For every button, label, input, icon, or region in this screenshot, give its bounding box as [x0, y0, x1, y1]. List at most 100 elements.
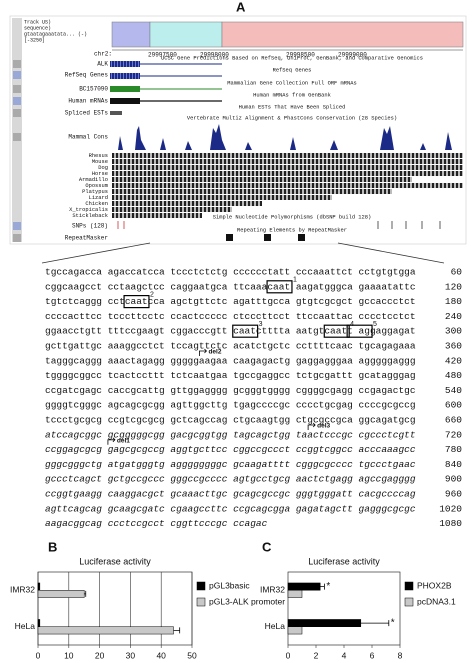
panel-label: B	[48, 539, 57, 554]
caat-box	[266, 280, 293, 294]
species-alignment	[112, 213, 202, 218]
track-handle	[13, 234, 21, 242]
sequence-line: atccagcggc gcgggggcgg gacgcggtgg tagcagc…	[45, 429, 416, 440]
chart-title: Luciferase activity	[308, 556, 380, 566]
track-description: Mammalian Gene Collection Full ORF mRNAs	[227, 80, 356, 86]
species-name: Lizard	[89, 195, 108, 201]
track-name: RefSeq Genes	[65, 72, 109, 79]
sequence-line: gcttgattgc aaaggcctct tccagttctc acatctg…	[45, 341, 416, 352]
track-name: Human mRNAs	[68, 98, 108, 105]
sequence-position: 960	[445, 489, 462, 500]
bar	[37, 582, 41, 591]
track-description: Vertebrate Multiz Alignment & PhastCons …	[187, 115, 397, 121]
sequence-position: 360	[445, 341, 462, 352]
sequence-position: 840	[445, 459, 462, 470]
bar	[37, 590, 85, 598]
species-alignment	[112, 201, 262, 206]
sequence-line: ccggagcgcg gagcgcgccg aggtgcttcc cggccgc…	[45, 444, 416, 455]
sequence-position: 120	[445, 281, 462, 292]
browser-header-text: [-3250]	[24, 37, 45, 43]
y-tick-label: IMR32	[10, 585, 35, 595]
track-handle	[13, 97, 21, 105]
x-tick-label: 20	[95, 650, 105, 660]
legend-label: PHOX2B	[417, 580, 452, 590]
species-name: Platypus	[82, 189, 108, 195]
track-handle	[13, 85, 21, 93]
track-handle	[13, 133, 21, 141]
legend-swatch	[196, 581, 206, 591]
species-alignment	[112, 207, 232, 212]
deletion-label: del3	[317, 423, 330, 430]
sequence-line: tgccagacca agaccatcca tccctctctg cccccct…	[45, 267, 416, 278]
bar	[287, 582, 321, 591]
sequence-position: 1080	[439, 518, 462, 529]
legend-label: pGL3-ALK promoter	[209, 596, 285, 606]
chromosome-label: chr2:	[94, 51, 112, 58]
error-bar	[173, 627, 181, 634]
deletion-arrow	[199, 348, 208, 356]
chart-title: Luciferase activity	[79, 556, 151, 566]
x-tick-label: 0	[286, 650, 291, 660]
sequence-position: 900	[445, 474, 462, 485]
track-name: Mammal Cons	[68, 134, 108, 141]
track-name: SNPs (128)	[72, 223, 108, 230]
species-name: Dog	[98, 165, 108, 171]
mrna-exon	[110, 98, 140, 104]
sequence-position: 240	[445, 311, 462, 322]
browser-header-text: Track US)	[24, 19, 51, 25]
plot-frame	[37, 571, 193, 646]
bar	[287, 590, 303, 598]
browser-header-text: sequence)	[24, 25, 51, 31]
legend-swatch	[196, 597, 206, 607]
deletion-label: del2	[208, 349, 221, 356]
position-label: 29997500	[148, 52, 177, 59]
sequence-position: 1020	[439, 503, 462, 514]
significance-mark: *	[326, 581, 330, 592]
track-name: RepeatMasker	[65, 235, 109, 242]
x-tick-label: 6	[370, 650, 375, 660]
caat-box	[323, 324, 350, 338]
sequence-line: gccctcagct gctgccgccc gggccgcccc agtgcct…	[45, 474, 416, 485]
ideogram-region	[221, 21, 464, 48]
track-description: Human mRNAs from GenBank	[253, 92, 331, 98]
x-tick-label: 30	[126, 650, 136, 660]
sequence-position: 300	[445, 326, 462, 337]
track-handle	[13, 60, 21, 68]
species-alignment	[112, 195, 332, 200]
bar	[37, 626, 174, 635]
error-bar	[360, 620, 390, 627]
deletion-arrow	[107, 437, 116, 445]
sequence-position: 780	[445, 444, 462, 455]
position-label: 29999000	[338, 52, 367, 59]
sequence-line: tccctgcgcg ccgtcgcgcg gctcagccag ctgcaag…	[45, 415, 416, 426]
species-alignment	[112, 153, 463, 158]
sequence-position: 660	[445, 415, 462, 426]
sequence-position: 540	[445, 385, 462, 396]
ideogram-region	[111, 21, 151, 48]
species-alignment	[112, 171, 463, 176]
species-name: Opossum	[85, 183, 108, 189]
sequence-position: 600	[445, 400, 462, 411]
species-alignment	[112, 189, 392, 194]
x-tick-label: 4	[342, 650, 347, 660]
legend-swatch	[404, 581, 414, 591]
error-bar	[84, 590, 87, 597]
sequence-position: 420	[445, 355, 462, 366]
sequence-line: gggcgggctg atgatgggtg aggggggggc gcaagat…	[45, 459, 416, 470]
error-bar	[320, 583, 325, 590]
deletion-label: del1	[117, 438, 130, 445]
sequence-line: tagggcaggg aaactagagg gggggaagaa caagaga…	[45, 355, 416, 366]
panel-label: A	[236, 0, 246, 14]
species-name: Chicken	[85, 201, 108, 207]
species-alignment	[112, 159, 463, 164]
legend-swatch	[404, 597, 414, 607]
sequence-line: tgtctcaggg cctcaatcca agctgttctc agatttg…	[45, 296, 416, 307]
position-label: 29998500	[286, 52, 315, 59]
zoom-line	[337, 242, 445, 264]
track-description: RefSeq Genes	[273, 67, 312, 73]
est-block	[110, 111, 122, 115]
caat-number: 3	[259, 321, 263, 328]
sequence-line: agttcagcag gcaagcgatc cgaagccttc ccgcagc…	[45, 503, 416, 514]
sequence-position: 60	[451, 267, 463, 278]
sequence-position: 480	[445, 370, 462, 381]
